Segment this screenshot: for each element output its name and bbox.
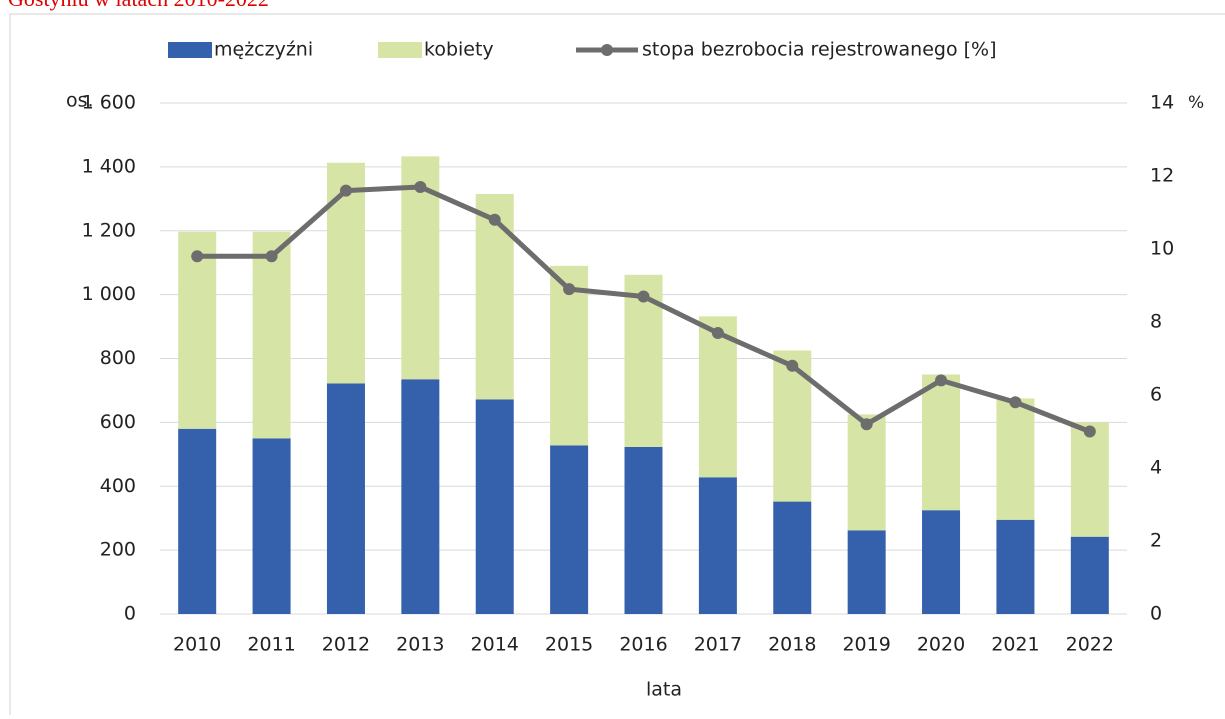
legend-label: mężczyźni (214, 39, 313, 61)
y2-tick-label: 10 (1150, 238, 1174, 260)
y2-tick-label: 12 (1150, 165, 1174, 187)
y2-tick-label: 0 (1150, 603, 1162, 625)
y-tick-label: 1 000 (82, 283, 136, 305)
rate-point (191, 250, 204, 263)
y-tick-label: 1 600 (82, 92, 136, 114)
y-tick-label: 200 (100, 539, 136, 561)
x-tick-label: 2021 (991, 634, 1039, 656)
bar (550, 265, 589, 446)
y-axis-title: os. (66, 90, 94, 112)
bar (773, 501, 812, 614)
rate-point (1009, 396, 1022, 409)
x-tick-label: 2013 (396, 634, 444, 656)
legend-swatch (378, 42, 422, 58)
x-tick-label: 2016 (619, 634, 667, 656)
bar (698, 316, 737, 478)
y2-axis-title: % (1188, 93, 1204, 113)
x-tick-label: 2014 (471, 634, 519, 656)
x-tick-label: 2010 (173, 634, 221, 656)
rate-point (935, 374, 948, 387)
bar (252, 438, 291, 614)
rate-point (711, 326, 724, 339)
rate-point (414, 180, 427, 193)
y2-tick-label: 2 (1150, 530, 1162, 552)
bar (401, 379, 440, 614)
bar (326, 383, 365, 614)
bar (178, 231, 217, 429)
y2-tick-label: 8 (1150, 311, 1162, 333)
rate-point (265, 250, 278, 263)
bar (698, 477, 737, 614)
rate-point (786, 359, 799, 372)
y-tick-label: 1 400 (82, 155, 136, 177)
bar (475, 399, 514, 614)
x-tick-label: 2011 (247, 634, 295, 656)
x-tick-label: 2022 (1066, 634, 1114, 656)
bar (624, 446, 663, 614)
x-tick-label: 2018 (768, 634, 816, 656)
y-tick-label: 1 200 (82, 219, 136, 241)
legend-label: kobiety (424, 39, 494, 61)
bar (847, 530, 886, 614)
bar (1070, 422, 1109, 537)
bar (922, 374, 961, 511)
bar (252, 231, 291, 439)
y2-tick-label: 14 (1150, 92, 1174, 114)
rate-point (860, 418, 873, 431)
legend-swatch (168, 42, 212, 58)
bar (996, 519, 1035, 614)
x-axis-title: lata (646, 679, 682, 701)
y-tick-label: 0 (124, 603, 136, 625)
bar (178, 428, 217, 614)
page-heading: Gostyniu w latach 2010-2022 (8, 0, 269, 11)
y2-tick-label: 6 (1150, 384, 1162, 406)
bar (922, 510, 961, 614)
y2-tick-label: 4 (1150, 457, 1162, 479)
rate-point (488, 213, 501, 226)
x-tick-label: 2015 (545, 634, 593, 656)
legend-label: stopa bezrobocia rejestrowanego [%] (642, 39, 997, 61)
rate-point (563, 283, 576, 296)
rate-point (1083, 425, 1096, 438)
bar (550, 445, 589, 614)
x-tick-label: 2012 (322, 634, 370, 656)
bar (847, 414, 886, 531)
y-tick-label: 600 (100, 411, 136, 433)
x-tick-label: 2019 (842, 634, 890, 656)
y-tick-label: 800 (100, 347, 136, 369)
rate-point (637, 290, 650, 303)
y-tick-label: 400 (100, 475, 136, 497)
rate-point (339, 184, 352, 197)
bar (1070, 536, 1109, 614)
legend-swatch (601, 44, 613, 56)
x-tick-label: 2020 (917, 634, 965, 656)
bar (996, 398, 1035, 520)
x-tick-label: 2017 (694, 634, 742, 656)
